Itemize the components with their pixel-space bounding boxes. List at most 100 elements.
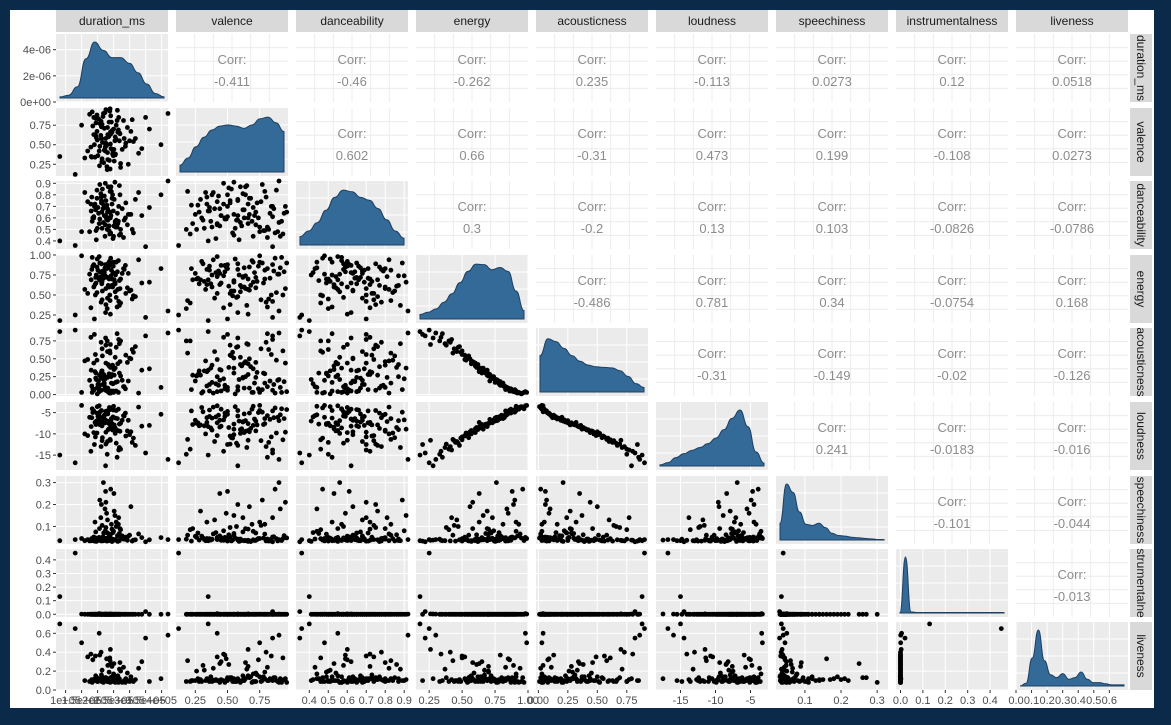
data-point [377,611,382,617]
density-curve [179,116,285,173]
data-point [384,419,390,424]
data-point [377,385,382,391]
strip-label-right: liveness [1134,634,1148,677]
data-point [107,108,113,114]
data-point [433,457,439,462]
data-point [438,334,444,340]
data-point [131,435,136,441]
data-point [109,521,114,527]
data-point [360,417,365,423]
data-point [165,330,171,336]
data-point [201,279,207,284]
data-point [107,231,113,237]
data-point [276,271,282,277]
data-point [123,611,129,617]
data-point [386,431,392,437]
data-point [185,189,191,194]
panel-instrumentalness-loudness [656,549,768,617]
strip-top-speechiness [776,10,888,32]
data-point [356,424,361,429]
data-point [369,676,375,682]
data-point [371,654,377,660]
data-point [199,390,205,396]
data-point [472,430,478,435]
data-point [711,611,717,617]
data-point [223,510,229,516]
data-point [268,434,274,440]
strip-label-top: liveness [1050,14,1093,28]
corr-label: Corr: [818,420,847,435]
data-point [333,420,339,426]
data-point [577,491,582,496]
data-point [335,287,341,292]
data-point [453,538,458,544]
data-point [348,367,354,373]
data-point [256,410,261,415]
data-point [158,411,164,417]
data-point [257,390,263,395]
data-point [104,536,110,542]
data-point [276,418,282,424]
data-point [111,197,117,202]
data-point [217,206,223,212]
data-point [270,635,275,641]
data-point [79,390,84,395]
data-point [107,655,113,661]
data-point [449,611,454,617]
data-point [209,380,215,385]
data-point [226,425,232,430]
data-point [231,370,237,376]
data-point [201,225,207,231]
data-point [92,142,97,148]
panel-energy-acousticness: Corr:-0.486 [536,255,648,323]
data-point [476,519,482,525]
data-point [337,480,343,485]
data-point [238,184,243,190]
data-point [244,303,250,308]
scatterplot-matrix: duration_ms valence danceability energy acou… [20,10,1152,707]
data-point [276,308,282,314]
data-point [218,537,224,543]
data-point [384,375,390,380]
data-point [72,312,78,318]
data-point [94,187,100,193]
data-point [119,417,125,423]
data-point [284,680,290,685]
data-point [344,537,350,543]
panel-speechiness-energy [416,476,530,545]
data-point [245,537,251,543]
data-point [245,221,251,227]
data-point [297,635,303,641]
data-point [898,660,903,665]
data-point [270,214,275,220]
corr-value: 0.0273 [812,74,852,89]
data-point [495,611,501,617]
data-point [105,209,110,215]
data-point [720,513,726,518]
data-point [111,233,116,239]
data-point [121,118,126,123]
data-point [90,263,96,269]
data-point [820,611,826,617]
corr-value: -0.013 [1054,589,1091,604]
data-point [257,640,263,646]
data-point [327,667,333,673]
data-point [540,630,546,636]
data-point [624,536,630,542]
data-point [430,335,436,341]
data-point [343,382,348,388]
panel-acousticness-acousticness [536,328,648,396]
data-point [403,279,409,285]
data-point [241,265,247,271]
data-point [125,271,131,276]
data-point [363,447,369,453]
data-point [512,497,518,503]
panel-instrumentalness-acousticness [536,549,648,617]
data-point [344,678,350,683]
data-point [322,271,327,277]
data-point [231,278,237,283]
data-point [449,515,454,521]
data-point [335,254,341,259]
data-point [394,532,399,538]
data-point [198,508,203,514]
